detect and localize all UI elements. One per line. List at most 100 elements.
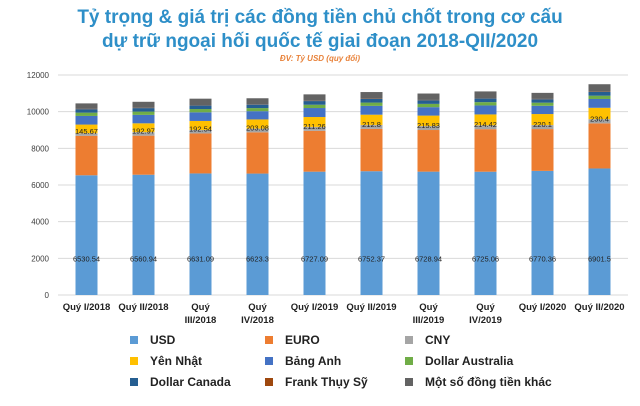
bar-segment [474,114,497,126]
bar-segment [417,126,440,131]
legend-swatch [130,378,138,386]
cny-data-label: 220.1 [533,120,552,129]
legend-swatch [265,336,273,344]
bar-segment [531,125,554,130]
bar-segment [132,174,155,295]
x-tick-label: Quý [248,302,267,313]
bar-segment [474,105,497,115]
bar-segment [360,128,383,172]
y-tick-label: 10000 [27,108,50,117]
bar-segment [588,84,611,92]
x-tick-label: Quý I/2020 [519,302,567,313]
usd-data-label: 6770.36 [529,254,556,263]
bar-segment [588,119,611,124]
bar-segment [189,109,212,113]
bar-segment [189,129,212,134]
bar-segment [189,120,212,130]
usd-data-label: 6623.3 [246,254,269,263]
cny-data-label: 211.26 [303,122,325,131]
legend-swatch [130,357,138,365]
bar-segment [246,128,269,133]
x-tick-label: Quý [476,302,495,313]
legend-item: Frank Thụy Sỹ [265,375,368,389]
unit-note: ĐV: Tỷ USD (quy đổi) [279,54,361,63]
x-tick-label: IV/2018 [241,315,274,326]
cny-data-label: 214.42 [474,120,497,129]
usd-data-label: 6728.94 [415,254,442,263]
bar-segment [303,171,326,295]
bar-segment [474,125,497,130]
cny-data-label: 203.08 [246,123,269,132]
x-tick-label: Quý II/2019 [346,302,396,313]
y-tick-label: 12000 [27,71,50,80]
bar-segment [360,124,383,129]
bar-segment [246,108,269,112]
x-tick-label: Quý II/2020 [574,302,624,313]
bar-segment [474,171,497,295]
chart-title-line-1: Tỷ trọng & giá trị các đồng tiền chủ chố… [77,7,563,28]
bar-segment [303,101,326,105]
bar-segment [531,102,554,106]
bar-segment [588,95,611,99]
usd-data-label: 6560.94 [130,254,157,263]
usd-data-label: 6631.09 [187,254,214,263]
x-tick-label: Quý [191,302,210,313]
legend-item: CNY [405,333,450,347]
bar-segment [360,92,383,99]
bar-segment [588,107,611,120]
chart-title-line-2: dự trữ ngoại hối quốc tế giai đoạn 2018-… [101,31,539,52]
bar-segment [588,168,611,295]
bar-segment [360,102,383,106]
bar-segment [417,171,440,295]
bar-segment [417,130,440,172]
y-tick-label: 4000 [31,218,49,227]
legend-label: Dollar Australia [425,354,514,368]
bar-segment [246,111,269,120]
bar-segment [588,98,611,108]
bar-segment [189,173,212,295]
bar-segment [75,175,98,295]
legend-label: CNY [425,333,451,347]
legend-swatch [265,378,273,386]
bar-segment [360,105,383,115]
bar-segment [189,105,212,110]
bar-segment [474,98,497,103]
bar-segment [303,126,326,131]
bar-segment [360,171,383,295]
cny-data-label: 212.8 [362,120,381,129]
bar-segment [303,104,326,109]
bar-segment [132,114,155,124]
legend-item: Một số đồng tiền khác [405,375,552,389]
bar-segment [303,117,326,127]
bar-segment [189,133,212,174]
bar-segment [531,92,554,99]
y-tick-label: 2000 [31,254,49,263]
legend-label: Một số đồng tiền khác [425,375,552,389]
bar-segment [360,98,383,103]
usd-data-label: 6725.06 [472,254,499,263]
bar-segment [531,105,554,115]
usd-data-label: 6530.54 [73,254,100,263]
bar-segment [417,100,440,104]
bar-segment [132,111,155,115]
bar-segment [75,103,98,109]
bar-segment [132,135,155,175]
usd-data-label: 6752.37 [358,254,385,263]
legend-swatch [405,378,413,386]
legend-item: Bảng Anh [265,354,341,368]
legend-label: Frank Thụy Sỹ [285,375,368,389]
bar-segment [246,132,269,174]
bar-segment [75,109,98,113]
y-tick-label: 0 [45,291,50,300]
cny-data-label: 192.97 [132,127,155,136]
bar-segment [132,132,155,136]
x-tick-label: III/2019 [413,315,445,326]
legend-swatch [130,336,138,344]
legend-swatch [405,336,413,344]
y-tick-label: 8000 [31,144,49,153]
bar-segment [303,94,326,101]
bar-segment [474,91,497,99]
legend-swatch [265,357,273,365]
legend-item: Yên Nhật [130,354,202,368]
